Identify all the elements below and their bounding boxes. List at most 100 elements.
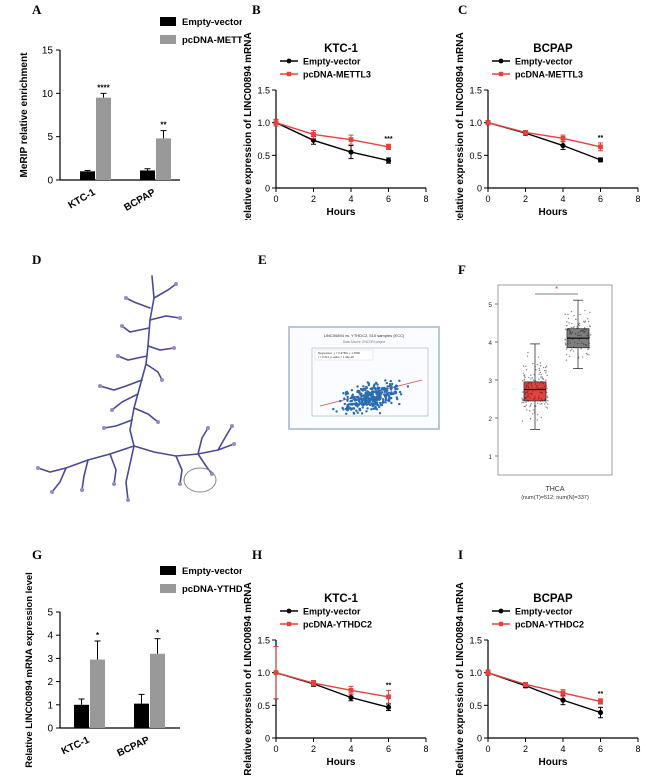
- scatter-point: [394, 391, 398, 394]
- jitter-point: [577, 342, 579, 345]
- x-tick-label: 2: [311, 194, 316, 204]
- scatter-point: [346, 398, 349, 401]
- y-tick-label: 4: [47, 631, 53, 642]
- jitter-point: [545, 379, 547, 381]
- scatter-points: [332, 379, 410, 415]
- jitter-point: [585, 338, 588, 340]
- scatter-point: [390, 396, 393, 400]
- jitter-point: [565, 359, 568, 361]
- y-tick-label: 0: [47, 724, 53, 735]
- scatter-point: [386, 385, 389, 388]
- jitter-point: [571, 331, 574, 334]
- scatter-point: [353, 399, 357, 402]
- jitter-point: [522, 365, 525, 367]
- scatter-point: [361, 406, 364, 409]
- jitter-point: [525, 396, 528, 398]
- jitter-point: [541, 386, 544, 388]
- scatter-point: [352, 411, 355, 414]
- jitter-points: [564, 309, 592, 361]
- y-tick-label: 0.5: [257, 701, 270, 711]
- y-tick-label: 15: [42, 46, 54, 57]
- jitter-point: [583, 327, 586, 329]
- scatter-point: [368, 392, 372, 395]
- jitter-point: [540, 387, 542, 390]
- scatter-point: [384, 379, 387, 382]
- scatter-point: [346, 408, 349, 412]
- jitter-point: [546, 395, 548, 397]
- jitter-point: [582, 330, 585, 332]
- scatter-point: [396, 397, 399, 401]
- y-tick-label: 2: [47, 677, 53, 688]
- chart-ktc1-ythdc2-decay: KTC-1 0 0.5 1.0 1.5 0 2 4 6 8 Hours Relative expres…: [243, 582, 429, 775]
- significance-label: *: [96, 631, 100, 640]
- jitter-point: [547, 403, 549, 405]
- y-tick-label: 0.5: [469, 701, 482, 711]
- bar: [74, 704, 89, 728]
- jitter-point: [539, 383, 541, 385]
- jitter-point: [585, 344, 587, 347]
- scatter-point: [383, 390, 387, 393]
- jitter-point: [588, 342, 590, 345]
- x-axis-title: Hours: [327, 757, 356, 768]
- scatter-point: [365, 403, 368, 406]
- data-point: [523, 130, 528, 135]
- jitter-point: [570, 310, 573, 313]
- panel-label-h: H: [252, 547, 263, 562]
- data-point: [348, 137, 354, 143]
- x-tick-label: 4: [560, 194, 565, 204]
- data-point: [310, 137, 317, 143]
- jitter-point: [588, 347, 591, 349]
- scatter-point: [406, 385, 410, 388]
- scatter-point: [377, 404, 380, 407]
- jitter-point: [523, 375, 526, 377]
- jitter-point: [545, 385, 547, 387]
- jitter-point: [588, 334, 590, 336]
- scatter-point: [392, 392, 395, 395]
- legend-label: Empty-vector: [182, 17, 242, 28]
- jitter-point: [540, 365, 542, 367]
- jitter-point: [578, 334, 580, 336]
- jitter-point: [546, 374, 548, 377]
- data-point: [348, 149, 354, 155]
- chart-bcpap-mettl3-decay: BCPAP 0 0.5 1.0 1.5 0 2 4 6 8 Hours Relative expres…: [455, 32, 641, 220]
- jitter-point: [568, 355, 571, 358]
- legend-marker: [286, 608, 292, 614]
- jitter-point: [540, 391, 542, 394]
- scatter-point: [375, 408, 378, 411]
- jitter-point: [535, 386, 538, 388]
- jitter-point: [540, 398, 542, 400]
- jitter-point: [542, 382, 544, 385]
- jitter-point: [587, 336, 590, 338]
- scatter-point: [378, 412, 382, 415]
- chart-title: KTC-1: [324, 593, 358, 605]
- jitter-point: [567, 313, 569, 316]
- y-tick-label: 2: [488, 416, 492, 423]
- significance-label: ***: [384, 136, 392, 143]
- bar: [140, 170, 155, 180]
- legend-marker: [498, 71, 504, 77]
- scatter-point: [395, 385, 399, 388]
- scatter-point: [376, 387, 380, 390]
- scatter-point: [379, 389, 382, 392]
- scatter-point: [365, 385, 368, 389]
- scatter-point: [396, 387, 399, 391]
- x-tick-label: 8: [635, 194, 640, 204]
- jitter-point: [527, 400, 529, 402]
- legend-marker: [498, 621, 504, 627]
- y-tick-label: 5: [488, 302, 492, 309]
- data-point: [385, 704, 392, 710]
- jitter-point: [574, 333, 577, 335]
- jitter-point: [544, 390, 547, 392]
- x-tick-label: 4: [560, 744, 565, 754]
- x-axis-title: Hours: [327, 207, 356, 218]
- jitter-point: [541, 376, 543, 378]
- jitter-point: [527, 382, 530, 385]
- jitter-point: [528, 376, 530, 379]
- jitter-point: [534, 398, 536, 400]
- scatter-point: [361, 389, 365, 392]
- y-axis-title: Relative expression of LINC00894 mRNA: [243, 582, 254, 775]
- scatter-point: [352, 397, 355, 400]
- rna-secondary-structure-image: [36, 275, 236, 502]
- y-tick-label: 0: [477, 734, 482, 744]
- bar: [96, 97, 111, 180]
